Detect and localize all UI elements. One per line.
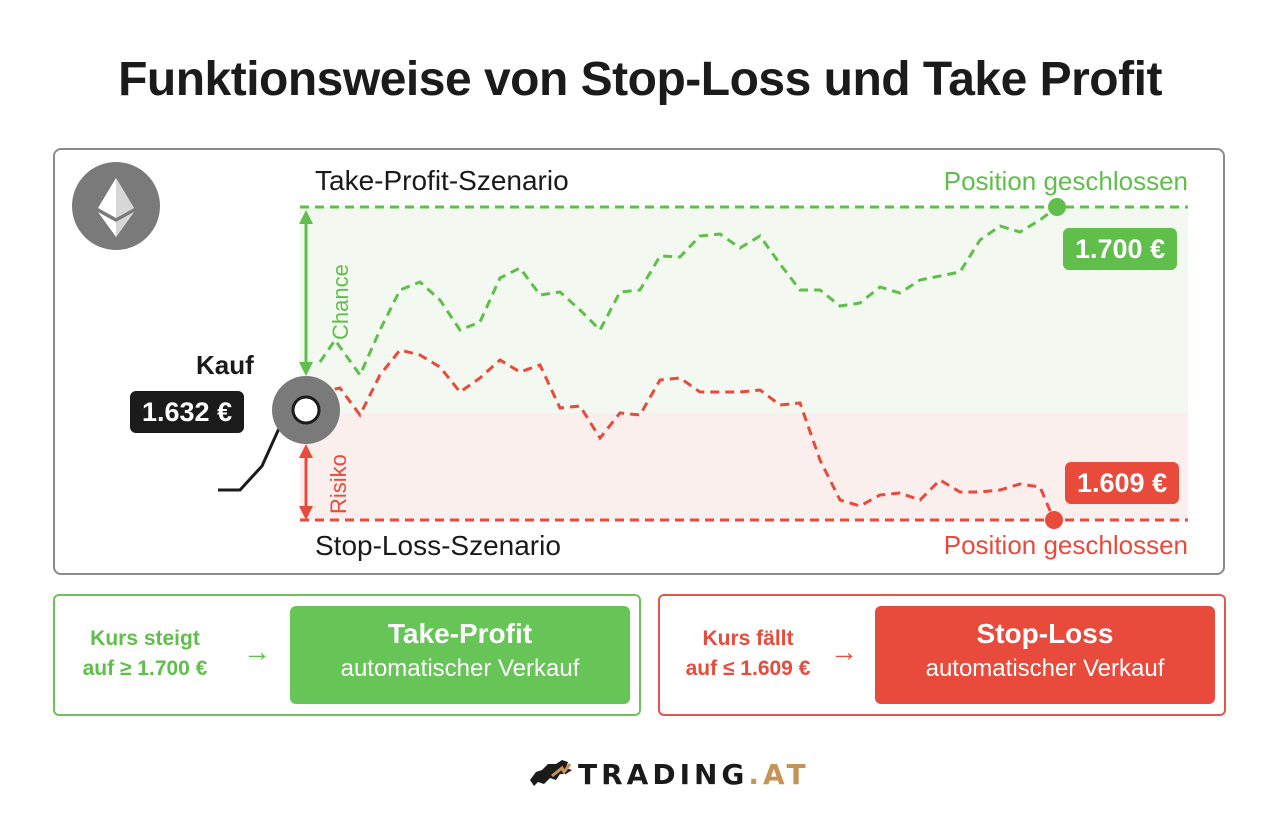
buy-price-badge: 1.632 € [130, 391, 245, 433]
stop-loss-box: Kurs fällt auf ≤ 1.609 € → Stop-Loss aut… [658, 594, 1226, 716]
risk-label: Risiko [326, 454, 351, 514]
take-profit-arrow-icon: → [243, 636, 271, 667]
stop-loss-point [1045, 511, 1063, 529]
risk-zone [300, 413, 1188, 520]
stop-loss-condition-line1: Kurs fällt [702, 627, 794, 650]
stop-loss-price-badge: 1.609 € [1065, 462, 1180, 504]
ethereum-icon [72, 162, 160, 250]
take-profit-box: Kurs steigt auf ≥ 1.700 € → Take-Profit … [53, 594, 641, 716]
take-profit-point [1048, 198, 1066, 216]
bull-icon [530, 760, 572, 786]
take-profit-price-badge: 1.700 € [1063, 228, 1178, 270]
stop-loss-condition-line2: auf ≤ 1.609 € [685, 657, 811, 680]
stop-loss-action-sub: automatischer Verkauf [925, 655, 1165, 682]
stop-loss-condition: Kurs fällt auf ≤ 1.609 € [668, 624, 828, 684]
stop-loss-action: Stop-Loss automatischer Verkauf [875, 606, 1215, 704]
sl-position-closed-label: Position geschlossen [943, 530, 1188, 560]
take-profit-scenario-label: Take-Profit-Szenario [315, 165, 569, 196]
take-profit-condition-line2: auf ≥ 1.700 € [82, 657, 208, 680]
take-profit-action: Take-Profit automatischer Verkauf [290, 606, 630, 704]
take-profit-path [318, 205, 1058, 379]
take-profit-action-title: Take-Profit [387, 618, 533, 649]
page-title: Funktionsweise von Stop-Loss und Take Pr… [118, 53, 1162, 106]
trading-at-logo: TRADING.AT [526, 752, 806, 796]
stop-loss-action-title: Stop-Loss [976, 618, 1114, 649]
stop-loss-path [319, 348, 1056, 521]
chance-zone [300, 207, 1188, 413]
take-profit-action-sub: automatischer Verkauf [340, 655, 580, 682]
price-history-line [218, 412, 288, 492]
stop-loss-arrow-icon: → [830, 636, 858, 667]
chance-label: Chance [328, 264, 353, 340]
logo-text-domain: .AT [748, 758, 810, 791]
logo-text: TRADING.AT [578, 758, 810, 791]
tp-position-closed-label: Position geschlossen [943, 166, 1188, 196]
logo-text-main: TRADING [578, 758, 749, 791]
take-profit-condition-line1: Kurs steigt [90, 627, 200, 650]
stop-loss-scenario-label: Stop-Loss-Szenario [315, 530, 561, 561]
take-profit-condition: Kurs steigt auf ≥ 1.700 € [65, 624, 225, 684]
buy-label: Kauf [196, 350, 254, 380]
